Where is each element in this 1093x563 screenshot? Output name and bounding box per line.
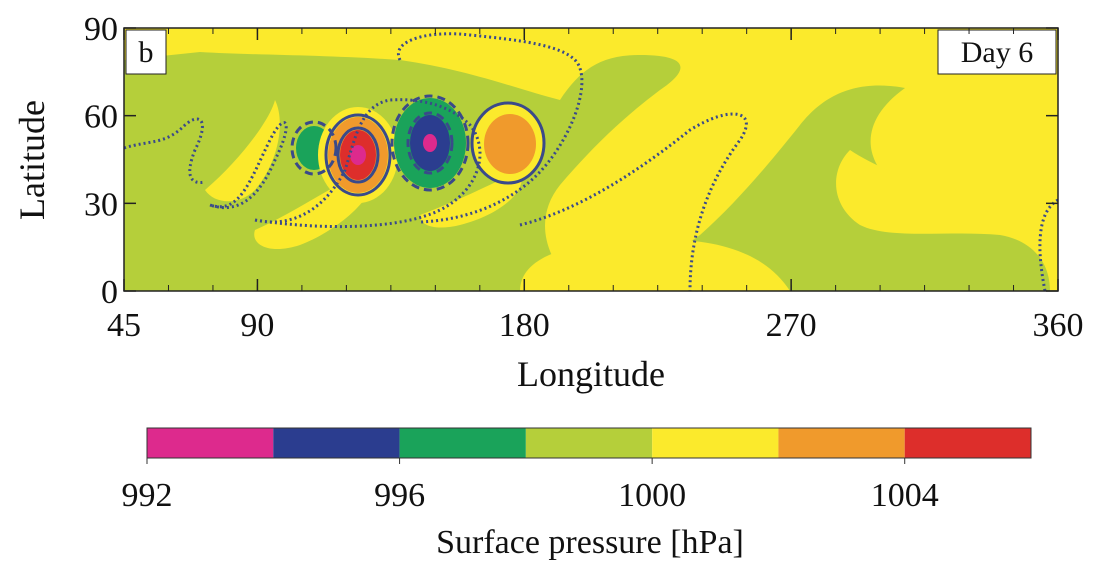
x-axis-title: Longitude bbox=[517, 354, 665, 394]
y-tick-label: 60 bbox=[84, 99, 118, 136]
y-tick-label: 90 bbox=[84, 11, 118, 48]
colorbar-tick-label: 1000 bbox=[618, 477, 686, 514]
high-center-east-orange bbox=[484, 114, 536, 174]
y-axis-title: Latitude bbox=[12, 100, 52, 220]
dashed-contour-low-2-inner bbox=[406, 111, 454, 175]
colorbar-frame bbox=[146, 427, 1032, 459]
yellow-crescent-1 bbox=[205, 100, 280, 202]
y-axis: 0 30 60 90 bbox=[84, 11, 1058, 311]
map-panel bbox=[124, 28, 1058, 291]
colorbar-segment bbox=[778, 428, 905, 458]
high-center-magenta-core bbox=[350, 145, 366, 165]
colorbar-segment bbox=[904, 428, 1031, 458]
yellow-region-east bbox=[836, 150, 1058, 291]
colorbar-tick-label: 1004 bbox=[871, 477, 939, 514]
colorbar-tick-label: 996 bbox=[374, 477, 425, 514]
colorbar: 992 996 1000 1004 bbox=[122, 427, 1032, 514]
colorbar-title: Surface pressure [hPa] bbox=[436, 524, 744, 561]
x-tick-label: 180 bbox=[499, 307, 550, 344]
y-tick-label: 0 bbox=[101, 274, 118, 311]
colorbar-segment bbox=[147, 428, 274, 458]
solid-contour-high-2 bbox=[470, 101, 546, 185]
y-tick-label: 30 bbox=[84, 186, 118, 223]
dashed-contour-low-1 bbox=[290, 120, 338, 176]
colorbar-segment bbox=[525, 428, 653, 458]
panel-label: b bbox=[139, 36, 154, 69]
x-axis: 45 90 180 270 360 bbox=[107, 28, 1084, 344]
yellow-region-south bbox=[520, 238, 790, 291]
dotted-contour-loop-1 bbox=[209, 121, 288, 210]
x-tick-label: 270 bbox=[766, 307, 817, 344]
solid-contour-high-1-inner bbox=[336, 126, 380, 184]
day-annotation-box: Day 6 bbox=[937, 29, 1057, 75]
yellow-crescent-3 bbox=[420, 170, 522, 228]
contour-lines bbox=[124, 32, 1058, 291]
x-tick-label: 45 bbox=[107, 307, 141, 344]
panel-label-box: b bbox=[125, 29, 167, 75]
day-annotation: Day 6 bbox=[961, 36, 1033, 69]
colorbar-segment bbox=[652, 428, 779, 458]
yellow-region-east-lobe bbox=[614, 146, 740, 221]
yellow-region-north bbox=[124, 28, 1058, 270]
plot-frame bbox=[123, 27, 1059, 292]
x-tick-label: 90 bbox=[240, 307, 274, 344]
dotted-contour-north-loop bbox=[396, 32, 584, 224]
high-pressure-yellow-regions bbox=[124, 28, 1058, 291]
solid-contour-high-1 bbox=[324, 113, 392, 197]
colorbar-tick-label: 992 bbox=[122, 477, 173, 514]
low-center-magenta-core bbox=[423, 134, 437, 152]
colorbar-segment bbox=[273, 428, 400, 458]
x-tick-label: 360 bbox=[1033, 307, 1084, 344]
dotted-contour-east bbox=[519, 112, 748, 291]
dotted-contour-west bbox=[124, 117, 206, 185]
colorbar-segment bbox=[399, 428, 526, 458]
dashed-contour-low-2 bbox=[390, 94, 470, 192]
